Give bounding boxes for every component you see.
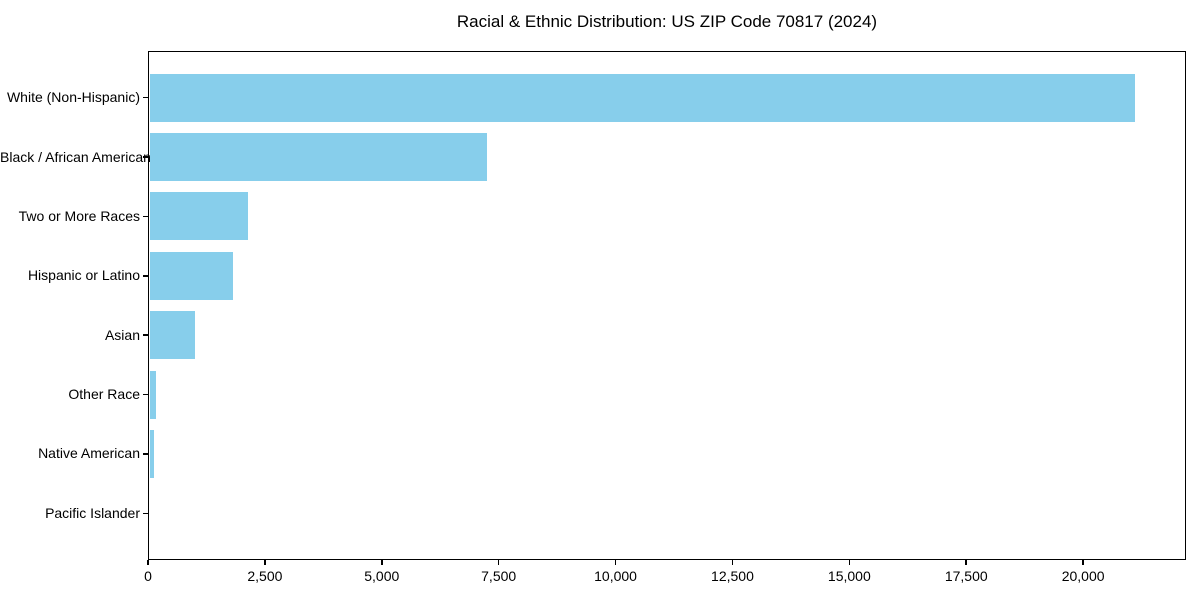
plot-area [148,51,1186,560]
y-tick-mark [142,453,148,455]
x-tick-label: 5,000 [364,568,400,584]
x-tick-mark [497,560,500,565]
x-tick-mark [1082,560,1084,565]
y-tick-label: Asian [104,326,140,343]
bar-hispanic-or-latino [149,251,234,300]
y-tick-label: Other Race [68,386,140,403]
x-tick-label: 2,500 [247,568,283,584]
y-tick-label: Native American [38,445,140,462]
x-tick-label: 17,500 [944,568,988,584]
bar-black-african-american [149,133,487,182]
y-tick-mark [142,96,148,99]
x-tick-label: 10,000 [594,568,637,584]
bar-white-non-hispanic [149,73,1135,122]
bar-native-american [149,429,154,478]
y-tick-mark [142,512,148,515]
x-tick-label: 12,500 [711,568,754,584]
x-tick-mark [264,560,266,565]
x-tick-mark [147,560,149,565]
bar-other-race [149,370,157,419]
y-tick-mark [142,275,148,277]
x-tick-mark [965,560,967,565]
x-tick-mark [848,560,851,565]
y-tick-mark [142,215,148,218]
x-tick-label: 0 [144,568,152,584]
y-tick-mark [142,334,148,336]
chart-title: Racial & Ethnic Distribution: US ZIP Cod… [456,12,878,31]
x-tick-mark [381,560,383,565]
x-tick-label: 15,000 [827,568,871,584]
y-tick-label: Black / African American [0,148,151,165]
bar-two-or-more-races [149,192,249,241]
bar-asian [149,311,195,360]
y-tick-label: Hispanic or Latino [27,267,140,284]
y-tick-mark [142,393,148,396]
x-tick-mark [614,560,617,565]
y-tick-mark [142,156,148,158]
x-tick-label: 20,000 [1061,568,1105,584]
y-tick-label: Pacific Islander [45,504,140,521]
x-tick-label: 7,500 [481,568,517,584]
y-tick-label: Two or More Races [18,207,140,224]
x-tick-mark [731,560,734,565]
y-tick-label: White (Non-Hispanic) [6,89,140,106]
